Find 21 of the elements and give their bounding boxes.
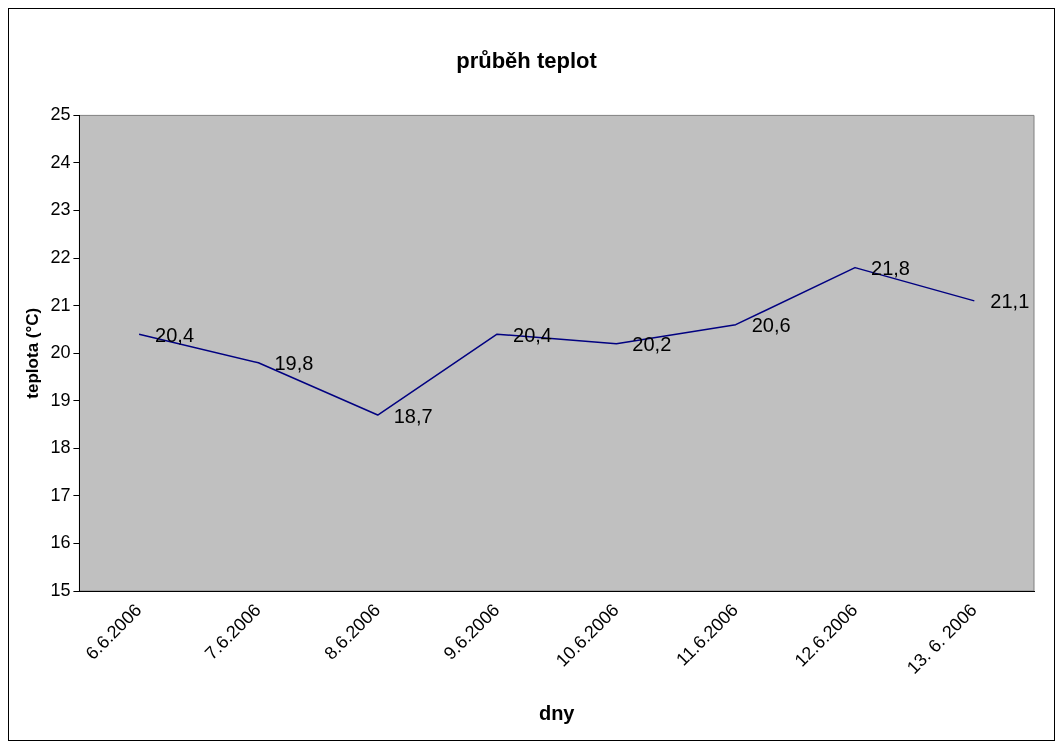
data-label: 20,4 — [155, 323, 195, 346]
y-tick-label: 25 — [50, 104, 71, 125]
data-label: 21,8 — [871, 257, 910, 280]
y-tick-label: 15 — [50, 580, 71, 600]
y-tick-label: 19 — [50, 389, 71, 410]
data-label: 21,1 — [990, 290, 1030, 313]
x-axis-title: dny — [538, 701, 576, 724]
y-tick-label: 16 — [50, 532, 71, 553]
data-label: 18,7 — [393, 404, 433, 427]
y-tick-label: 17 — [50, 484, 71, 505]
y-tick-label: 20 — [50, 342, 71, 363]
chart-title: průběh teplot — [456, 48, 598, 74]
data-label: 19,8 — [274, 352, 314, 375]
y-tick-label: 21 — [50, 294, 71, 315]
data-label: 20,2 — [632, 333, 672, 356]
data-label: 20,6 — [751, 314, 791, 337]
y-tick-label: 22 — [50, 247, 71, 268]
y-axis-title: teplota (°C) — [22, 307, 42, 399]
y-tick-label: 18 — [50, 437, 71, 458]
y-tick-label: 23 — [50, 199, 71, 220]
y-tick-label: 24 — [50, 151, 71, 172]
